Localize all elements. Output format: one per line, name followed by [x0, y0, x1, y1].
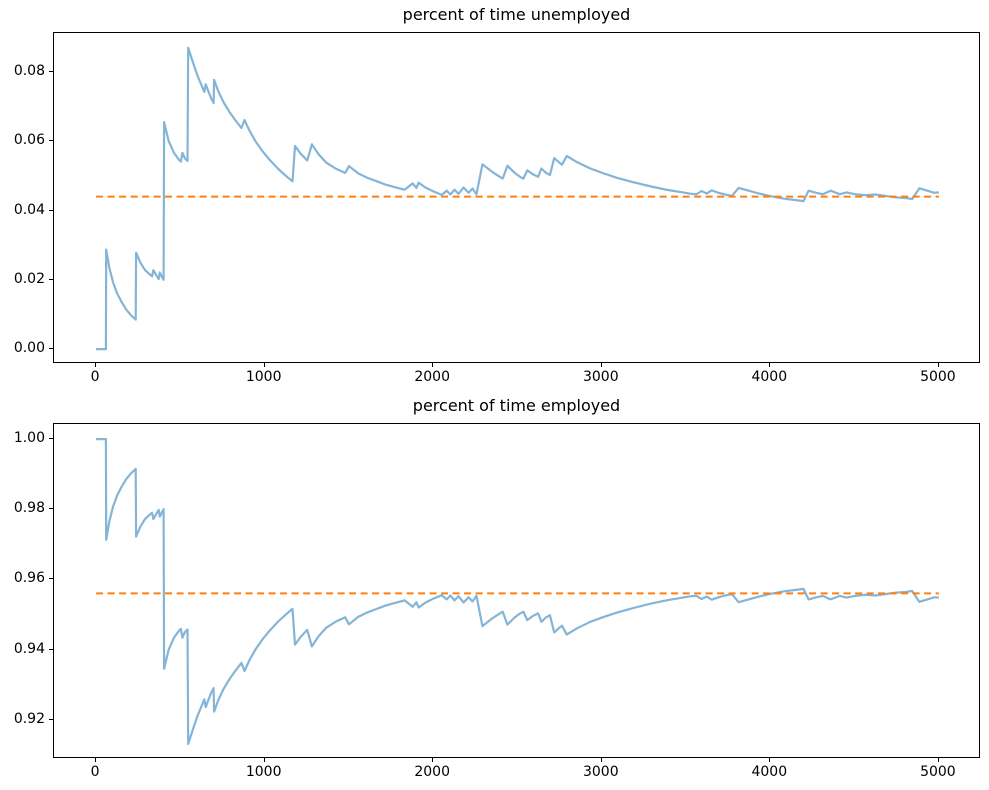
unemployed-y-tick-label: 0.06: [13, 132, 45, 149]
employed-x-tick-label: 4000: [751, 764, 788, 780]
unemployed-x-tick-label: 1000: [245, 369, 282, 385]
unemployed-x-tick-label: 5000: [920, 369, 956, 385]
unemployed-y-tickmark: [49, 209, 53, 211]
unemployed-x-tick-label: 3000: [582, 369, 619, 385]
employed-y-tickmark: [49, 578, 53, 580]
unemployed-x-tick-label: 2000: [414, 369, 451, 385]
unemployed-y-tick-label: 0.04: [13, 201, 45, 218]
employed-x-tick-label: 3000: [582, 764, 619, 780]
employed-y-tick-label: 1.00: [13, 430, 45, 447]
employed-x-tick-label: 5000: [920, 764, 956, 780]
unemployed-y-tickmark: [49, 278, 53, 280]
subplot-title-unemployed: percent of time unemployed: [402, 5, 631, 24]
unemployed-line-chart: [96, 46, 939, 351]
cumulative-fraction-unemployed-line: [96, 46, 939, 351]
employed-x-tickmark: [937, 758, 939, 762]
unemployed-y-tick-label: 0.08: [13, 62, 45, 79]
unemployed-y-tick-label: 0.02: [13, 270, 45, 287]
employed-x-tickmark: [432, 758, 434, 762]
employed-x-tickmark: [263, 758, 265, 762]
employed-y-tickmark: [49, 508, 53, 510]
unemployed-x-tickmark: [95, 363, 97, 367]
employed-y-tickmark: [49, 648, 53, 650]
plot-area-employed: [53, 423, 980, 758]
cumulative-fraction-employed-line: [96, 438, 939, 745]
unemployed-x-tickmark: [432, 363, 434, 367]
employed-y-tick-label: 0.94: [13, 640, 45, 657]
unemployed-y-tickmark: [49, 348, 53, 350]
employed-x-tick-label: 0: [90, 764, 100, 780]
employed-x-tick-label: 1000: [245, 764, 282, 780]
unemployed-y-tickmark: [49, 70, 53, 72]
employed-y-tick-label: 0.92: [13, 710, 45, 727]
plot-area-unemployed: [53, 32, 980, 363]
employed-y-tickmark: [49, 438, 53, 440]
unemployed-x-tick-label: 0: [90, 369, 100, 385]
employed-x-tickmark: [95, 758, 97, 762]
employed-x-tickmark: [769, 758, 771, 762]
unemployed-x-tickmark: [769, 363, 771, 367]
employed-x-tick-label: 2000: [414, 764, 451, 780]
employed-line-chart: [96, 438, 939, 745]
employed-x-tickmark: [600, 758, 602, 762]
employed-y-tick-label: 0.98: [13, 500, 45, 517]
unemployed-x-tick-label: 4000: [751, 369, 788, 385]
unemployed-y-tickmark: [49, 140, 53, 142]
unemployed-x-tickmark: [600, 363, 602, 367]
subplot-title-employed: percent of time employed: [412, 396, 621, 415]
unemployed-x-tickmark: [937, 363, 939, 367]
employed-y-tickmark: [49, 718, 53, 720]
unemployed-x-tickmark: [263, 363, 265, 367]
unemployed-y-tick-label: 0.00: [13, 340, 45, 357]
employed-y-tick-label: 0.96: [13, 570, 45, 587]
